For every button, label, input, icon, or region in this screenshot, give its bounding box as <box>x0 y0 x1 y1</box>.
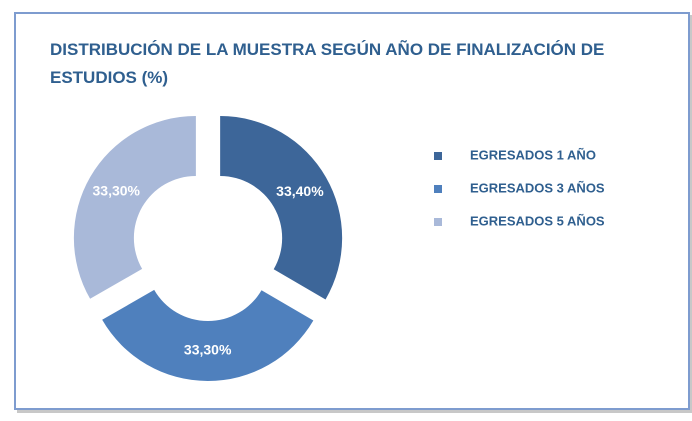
legend-label: EGRESADOS 3 AÑOS <box>470 180 605 195</box>
data-label: 33,30% <box>184 342 232 358</box>
data-label: 33,30% <box>93 183 141 199</box>
legend-label: EGRESADOS 1 AÑO <box>470 147 596 162</box>
legend-swatch <box>434 185 442 193</box>
legend-swatch <box>434 152 442 160</box>
chart-title: DISTRIBUCIÓN DE LA MUESTRA SEGÚN AÑO DE … <box>50 40 605 87</box>
data-label: 33,40% <box>276 183 324 199</box>
donut-segment <box>102 289 314 381</box>
donut-segment <box>73 115 196 299</box>
donut-segment <box>220 116 343 300</box>
legend-label: EGRESADOS 5 AÑOS <box>470 213 605 228</box>
legend-swatch <box>434 218 442 226</box>
